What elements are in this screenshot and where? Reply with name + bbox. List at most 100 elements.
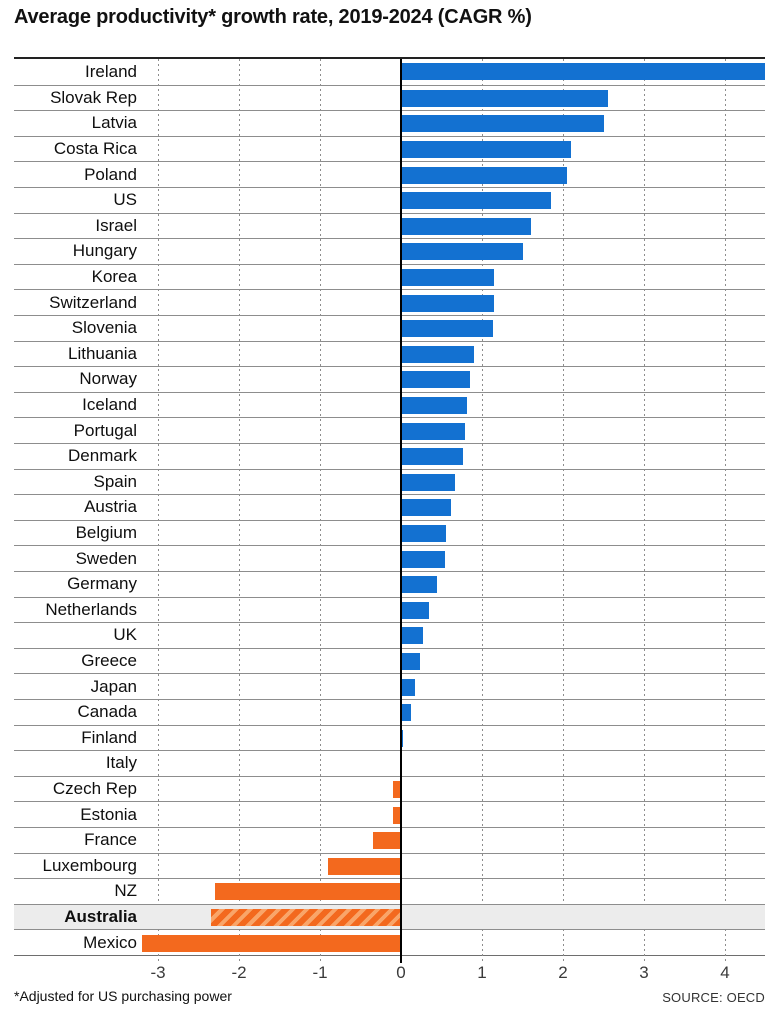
bar: [401, 525, 447, 543]
row-belgium: Belgium: [14, 519, 765, 546]
row-italy: Italy: [14, 750, 765, 776]
bar: [372, 832, 401, 850]
bar: [401, 448, 464, 466]
row-finland: Finland: [14, 724, 765, 751]
country-label: Netherlands: [45, 599, 137, 619]
country-label: Estonia: [80, 804, 137, 824]
country-label: Belgium: [75, 523, 137, 543]
country-label: Latvia: [91, 113, 137, 133]
country-label: Austria: [84, 497, 137, 517]
row-portugal: Portugal: [14, 417, 765, 443]
country-label: Slovenia: [71, 318, 137, 338]
row-latvia: Latvia: [14, 110, 765, 136]
axis-tick-label: 1: [477, 963, 487, 982]
row-luxembourg: Luxembourg: [14, 852, 765, 879]
row-mexico: Mexico: [14, 929, 765, 955]
bar: [401, 115, 604, 133]
country-label: Finland: [81, 727, 137, 747]
country-label: Germany: [67, 574, 137, 594]
row-uk: UK: [14, 622, 765, 648]
bar: [401, 141, 572, 159]
gridline: [158, 59, 159, 963]
row-korea: Korea: [14, 263, 765, 290]
row-iceland: Iceland: [14, 391, 765, 418]
x-axis: -3 -2 -1 0 1 2 3 4: [14, 963, 765, 985]
row-israel: Israel: [14, 212, 765, 239]
row-costa-rica: Costa Rica: [14, 135, 765, 162]
row-slovenia: Slovenia: [14, 315, 765, 341]
country-label: US: [113, 190, 137, 210]
axis-tick-label: -2: [231, 963, 247, 982]
chart-title: Average productivity* growth rate, 2019-…: [14, 6, 532, 28]
bar: [401, 217, 531, 235]
country-label: Denmark: [68, 446, 137, 466]
bar: [401, 550, 445, 568]
bar: [401, 371, 470, 389]
bar: [392, 781, 401, 799]
bar: [401, 653, 420, 671]
country-label: Mexico: [83, 932, 137, 952]
country-label: UK: [113, 625, 137, 645]
country-label: Luxembourg: [42, 855, 137, 875]
country-label: Norway: [79, 369, 137, 389]
country-label: Japan: [90, 676, 137, 696]
country-label: Korea: [91, 267, 137, 287]
axis-tick-label: 3: [639, 963, 649, 982]
axis-tick-label: -3: [150, 963, 166, 982]
axis-tick-label: 2: [558, 963, 568, 982]
footnote: *Adjusted for US purchasing power: [14, 988, 232, 1004]
gridline: [482, 59, 483, 963]
row-czech-rep: Czech Rep: [14, 775, 765, 802]
gridline: [320, 59, 321, 963]
row-denmark: Denmark: [14, 443, 765, 469]
country-label: Sweden: [75, 548, 137, 568]
row-france: France: [14, 827, 765, 853]
country-label: Australia: [64, 907, 137, 927]
bar: [392, 806, 401, 824]
bar: [401, 704, 411, 722]
country-label: Israel: [95, 215, 137, 235]
bar: [210, 909, 401, 927]
row-hungary: Hungary: [14, 238, 765, 264]
row-estonia: Estonia: [14, 801, 765, 827]
country-label: Poland: [84, 164, 137, 184]
bar: [141, 934, 401, 952]
bar: [401, 627, 423, 645]
bar: [401, 345, 474, 363]
source-label: SOURCE: OECD: [662, 990, 765, 1005]
country-label: Greece: [81, 651, 137, 671]
bar: [401, 422, 465, 440]
row-switzerland: Switzerland: [14, 289, 765, 315]
bar: [401, 294, 495, 312]
gridline: [725, 59, 726, 963]
row-ireland: Ireland: [14, 59, 765, 85]
gridline: [563, 59, 564, 963]
country-label: Portugal: [73, 420, 137, 440]
bar: [401, 269, 495, 287]
row-austria: Austria: [14, 494, 765, 520]
row-us: US: [14, 187, 765, 213]
row-sweden: Sweden: [14, 545, 765, 571]
row-poland: Poland: [14, 161, 765, 187]
country-label: Canada: [77, 702, 137, 722]
country-label: Hungary: [72, 241, 137, 261]
bar: [401, 499, 452, 517]
row-canada: Canada: [14, 699, 765, 725]
bar: [401, 473, 456, 491]
bar: [401, 166, 568, 184]
country-label: Ireland: [85, 61, 137, 81]
row-lithuania: Lithuania: [14, 340, 765, 367]
row-japan: Japan: [14, 673, 765, 699]
country-label: Italy: [105, 753, 137, 773]
bar: [401, 192, 551, 210]
bar: [328, 857, 401, 875]
row-germany: Germany: [14, 571, 765, 597]
row-slovak-rep: Slovak Rep: [14, 84, 765, 111]
bar: [401, 397, 467, 415]
plot-area: Ireland Slovak Rep Latvia Costa Rica Poland U…: [14, 57, 765, 963]
country-label: Iceland: [82, 395, 137, 415]
zero-axis-line: [400, 59, 402, 963]
country-label: Czech Rep: [52, 779, 137, 799]
bar: [401, 89, 608, 107]
